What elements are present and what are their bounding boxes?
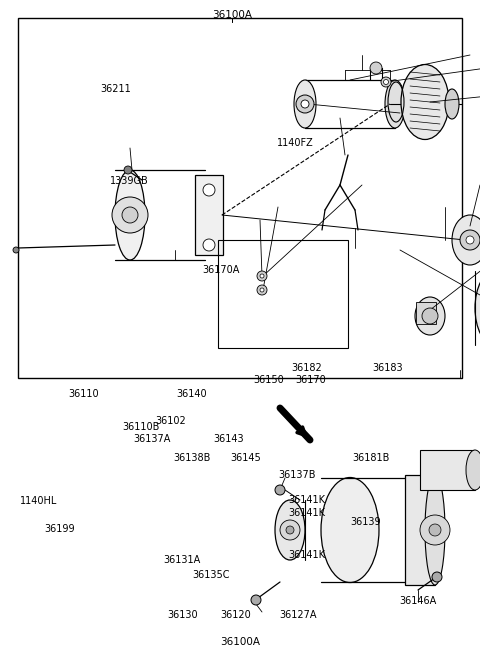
Ellipse shape — [425, 475, 445, 585]
Ellipse shape — [452, 215, 480, 265]
Text: 36102: 36102 — [155, 416, 186, 426]
Circle shape — [251, 595, 261, 605]
Text: 36199: 36199 — [45, 524, 75, 534]
Bar — [416, 302, 436, 324]
Circle shape — [112, 197, 148, 233]
Circle shape — [257, 285, 267, 295]
Text: 36181B: 36181B — [353, 453, 390, 463]
Text: 36139: 36139 — [350, 517, 381, 527]
Text: 36211: 36211 — [100, 84, 131, 94]
Text: 36135C: 36135C — [192, 570, 229, 580]
Circle shape — [203, 239, 215, 251]
Bar — [420, 450, 475, 490]
Ellipse shape — [294, 80, 316, 128]
Circle shape — [257, 271, 267, 281]
Circle shape — [13, 247, 19, 253]
Text: 36183: 36183 — [372, 363, 403, 373]
Ellipse shape — [275, 500, 305, 560]
Ellipse shape — [445, 89, 459, 119]
Text: 36150: 36150 — [253, 375, 284, 384]
Text: 36170: 36170 — [295, 375, 326, 384]
Text: 1339GB: 1339GB — [110, 176, 149, 185]
Text: 36140: 36140 — [177, 389, 207, 399]
Ellipse shape — [115, 170, 145, 260]
Circle shape — [370, 62, 382, 74]
Text: 1140FZ: 1140FZ — [277, 138, 314, 147]
Circle shape — [296, 95, 314, 113]
Bar — [405, 475, 435, 585]
Text: 36127A: 36127A — [279, 610, 316, 620]
Text: 36145: 36145 — [230, 453, 261, 463]
Text: 36131A: 36131A — [163, 555, 201, 565]
Circle shape — [124, 166, 132, 174]
Circle shape — [203, 184, 215, 196]
Circle shape — [260, 274, 264, 278]
Text: 36141K: 36141K — [288, 508, 325, 517]
Circle shape — [432, 572, 442, 582]
Circle shape — [260, 288, 264, 292]
Text: 36110B: 36110B — [122, 422, 160, 432]
Circle shape — [420, 515, 450, 545]
Circle shape — [384, 79, 388, 84]
Circle shape — [422, 308, 438, 324]
Circle shape — [301, 100, 309, 108]
Bar — [18, 18, 462, 378]
Text: 36100A: 36100A — [220, 637, 260, 646]
Text: 36137A: 36137A — [133, 434, 171, 444]
Text: 36100A: 36100A — [212, 10, 252, 20]
Text: 36120: 36120 — [220, 610, 251, 620]
Text: 36141K: 36141K — [288, 495, 325, 504]
Text: 36138B: 36138B — [174, 453, 211, 463]
Bar — [195, 175, 223, 255]
Ellipse shape — [475, 271, 480, 345]
Circle shape — [429, 524, 441, 536]
Circle shape — [122, 207, 138, 223]
Circle shape — [460, 230, 480, 250]
Text: 36110: 36110 — [69, 389, 99, 399]
Ellipse shape — [385, 80, 405, 128]
Circle shape — [275, 485, 285, 495]
Circle shape — [286, 526, 294, 534]
Ellipse shape — [415, 297, 445, 335]
Circle shape — [381, 77, 391, 87]
Text: 36130: 36130 — [167, 610, 198, 620]
Text: 36182: 36182 — [291, 363, 322, 373]
Text: 36143: 36143 — [214, 434, 244, 444]
Ellipse shape — [401, 64, 449, 140]
Ellipse shape — [466, 450, 480, 490]
Text: 36170A: 36170A — [202, 265, 240, 275]
Ellipse shape — [321, 477, 379, 582]
Circle shape — [466, 236, 474, 244]
Text: 1140HL: 1140HL — [20, 496, 58, 506]
Bar — [218, 240, 348, 348]
Text: 36137B: 36137B — [278, 470, 316, 480]
Text: 36141K: 36141K — [288, 550, 325, 560]
Circle shape — [280, 520, 300, 540]
Text: 36146A: 36146A — [399, 596, 436, 606]
